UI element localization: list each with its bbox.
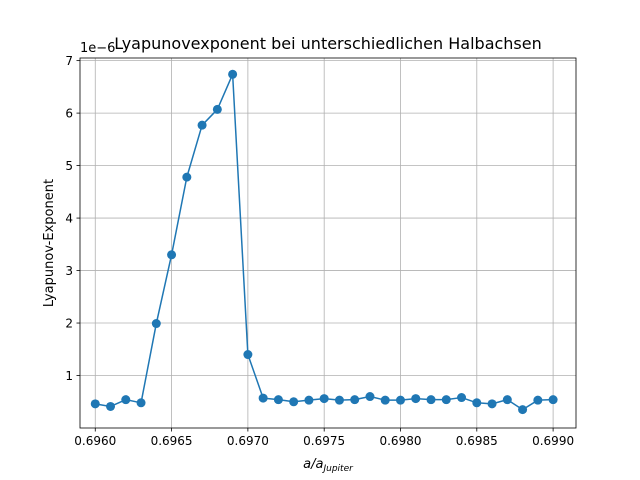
y-tick-label: 4: [65, 212, 73, 226]
y-offset-text: 1e−6: [80, 41, 115, 56]
grid: [80, 58, 576, 428]
x-axis-label-subscript: Jupiter: [321, 464, 354, 474]
data-point: [350, 395, 360, 405]
x-tick-label: 0.6965: [151, 434, 193, 448]
data-point: [426, 395, 436, 405]
x-tick-label: 0.6970: [227, 434, 269, 448]
data-point: [228, 69, 238, 79]
x-tick-label: 0.6960: [74, 434, 116, 448]
x-tick-label: 0.6985: [456, 434, 498, 448]
data-point: [167, 250, 177, 260]
data-point: [212, 104, 222, 114]
y-tick-label: 2: [65, 317, 73, 331]
data-point: [90, 399, 100, 409]
plot-frame: [79, 57, 577, 429]
data-point: [395, 395, 405, 405]
data-point: [457, 393, 467, 403]
data-point: [243, 350, 253, 360]
y-tick-label: 3: [65, 264, 73, 278]
y-tick-label: 6: [65, 107, 73, 121]
data-point: [365, 392, 375, 402]
data-point: [289, 397, 299, 407]
x-axis-label-main: a/a: [303, 457, 323, 472]
y-tick-label: 7: [65, 54, 73, 68]
ticks: 0.6960 0.6965 0.6970 0.6975 0.6980 0.6985 0.69…: [65, 54, 574, 448]
data-point: [487, 399, 497, 409]
data-point: [197, 120, 207, 130]
x-tick-label: 0.6980: [379, 434, 421, 448]
y-tick-label: 1: [65, 369, 73, 383]
data-point: [304, 395, 314, 405]
data-point: [136, 398, 146, 408]
y-tick-label: 5: [65, 159, 73, 173]
chart-title: Lyapunovexponent bei unterschiedlichen H…: [114, 34, 542, 53]
data-point: [121, 395, 131, 405]
data-point: [334, 395, 344, 405]
data-point: [258, 393, 268, 403]
series-layer: [90, 69, 558, 415]
data-point: [472, 398, 482, 408]
data-point: [319, 394, 329, 404]
data-point: [106, 401, 116, 411]
data-point: [380, 395, 390, 405]
data-point: [533, 395, 543, 405]
data-point: [502, 395, 512, 405]
plot-area: [80, 58, 576, 428]
data-point: [548, 395, 558, 405]
x-tick-label: 0.6990: [532, 434, 574, 448]
data-point: [441, 395, 451, 405]
data-point: [151, 319, 161, 329]
data-point: [182, 172, 192, 182]
data-point: [518, 405, 528, 415]
data-point: [411, 394, 421, 404]
data-point: [273, 395, 283, 405]
x-tick-label: 0.6975: [303, 434, 345, 448]
y-axis-label: Lyapunov-Exponent: [42, 179, 57, 307]
x-axis-label: a/aJupiter: [303, 457, 354, 474]
